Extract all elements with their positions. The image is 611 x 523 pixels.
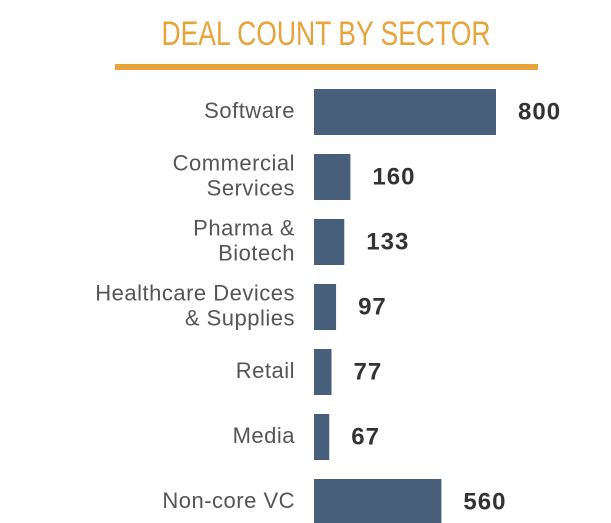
bar — [314, 219, 345, 265]
bar — [314, 479, 442, 523]
y-tick-label: Media — [233, 423, 296, 448]
y-tick-label: Non-core VC — [162, 488, 295, 513]
y-tick-label: Healthcare Devices & Supplies — [95, 280, 295, 330]
bar — [314, 349, 332, 395]
y-tick-label: Pharma & Biotech — [193, 215, 295, 265]
value-label: 77 — [354, 358, 383, 385]
value-label: 800 — [518, 98, 561, 125]
bar — [314, 154, 351, 200]
value-label: 67 — [351, 423, 380, 450]
value-label: 133 — [366, 228, 409, 255]
y-tick-label: Commercial Services — [173, 150, 295, 200]
bar — [314, 414, 330, 460]
y-tick-label: Retail — [236, 358, 295, 383]
bar — [314, 284, 337, 330]
chart-title: DEAL COUNT BY SECTOR — [161, 15, 490, 53]
bar — [314, 89, 496, 135]
value-label: 160 — [372, 163, 415, 190]
title-underline — [115, 64, 538, 70]
value-label: 97 — [358, 293, 387, 320]
value-label: 560 — [463, 488, 506, 515]
y-tick-label: Software — [204, 98, 295, 123]
